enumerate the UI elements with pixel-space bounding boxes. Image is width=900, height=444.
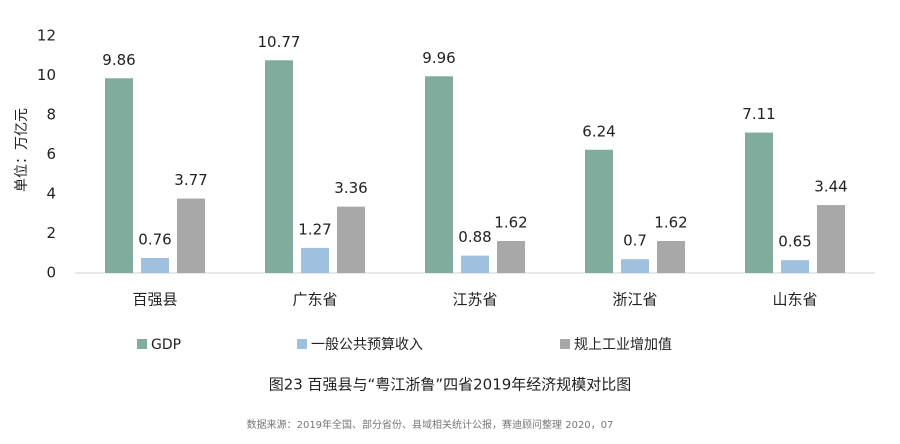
x-tick-label: 江苏省 bbox=[452, 291, 497, 309]
value-label: 0.65 bbox=[778, 233, 811, 251]
bar bbox=[817, 205, 845, 273]
source: 数据来源：2019年全国、部分省份、县域相关统计公报，赛迪顾问整理 2020，0… bbox=[247, 418, 614, 431]
chart-title: 图23 百强县与“粤江浙鲁”四省2019年经济规模对比图 bbox=[269, 376, 632, 394]
x-tick-label: 山东省 bbox=[772, 291, 817, 309]
value-label: 10.77 bbox=[258, 33, 301, 51]
value-label: 0.7 bbox=[623, 232, 647, 250]
bar bbox=[265, 60, 293, 274]
x-tick-label: 广东省 bbox=[292, 291, 337, 309]
bar bbox=[425, 76, 453, 273]
bar bbox=[657, 241, 685, 273]
bar bbox=[461, 255, 489, 273]
bar bbox=[105, 78, 133, 273]
value-label: 6.24 bbox=[582, 122, 615, 140]
value-label: 3.44 bbox=[814, 178, 847, 196]
y-tick-label: 10 bbox=[37, 66, 56, 84]
y-axis-label: 单位：万亿元 bbox=[14, 108, 30, 192]
y-tick-label: 0 bbox=[46, 264, 56, 282]
value-label: 9.96 bbox=[422, 49, 455, 67]
bar bbox=[781, 260, 809, 273]
bar bbox=[337, 206, 365, 273]
value-label: 0.88 bbox=[458, 228, 491, 246]
y-tick-label: 12 bbox=[37, 27, 56, 45]
bar bbox=[497, 241, 525, 273]
y-tick-label: 8 bbox=[46, 106, 56, 124]
bar bbox=[745, 132, 773, 273]
y-tick-label: 4 bbox=[46, 185, 56, 203]
legend-label: GDP bbox=[151, 337, 181, 353]
bar bbox=[141, 257, 169, 273]
y-tick-label: 2 bbox=[46, 224, 56, 242]
value-label: 1.62 bbox=[494, 214, 527, 232]
value-label: 9.86 bbox=[102, 51, 135, 69]
legend-swatch bbox=[297, 339, 307, 349]
y-tick-label: 6 bbox=[46, 145, 56, 163]
value-label: 3.36 bbox=[334, 179, 367, 197]
legend-swatch bbox=[137, 339, 147, 349]
bar bbox=[301, 247, 329, 273]
value-label: 0.76 bbox=[138, 230, 171, 248]
bar bbox=[177, 198, 205, 273]
x-tick-label: 百强县 bbox=[132, 291, 177, 309]
x-tick-label: 浙江省 bbox=[612, 291, 657, 309]
legend-label: 规上工业增加值 bbox=[574, 337, 672, 353]
bar bbox=[621, 259, 649, 273]
bar bbox=[585, 149, 613, 273]
value-label: 1.27 bbox=[298, 220, 331, 238]
value-label: 7.11 bbox=[742, 105, 775, 123]
value-label: 3.77 bbox=[174, 171, 207, 189]
value-label: 1.62 bbox=[654, 214, 687, 232]
legend-swatch bbox=[560, 339, 570, 349]
legend-label: 一般公共预算收入 bbox=[311, 337, 423, 353]
